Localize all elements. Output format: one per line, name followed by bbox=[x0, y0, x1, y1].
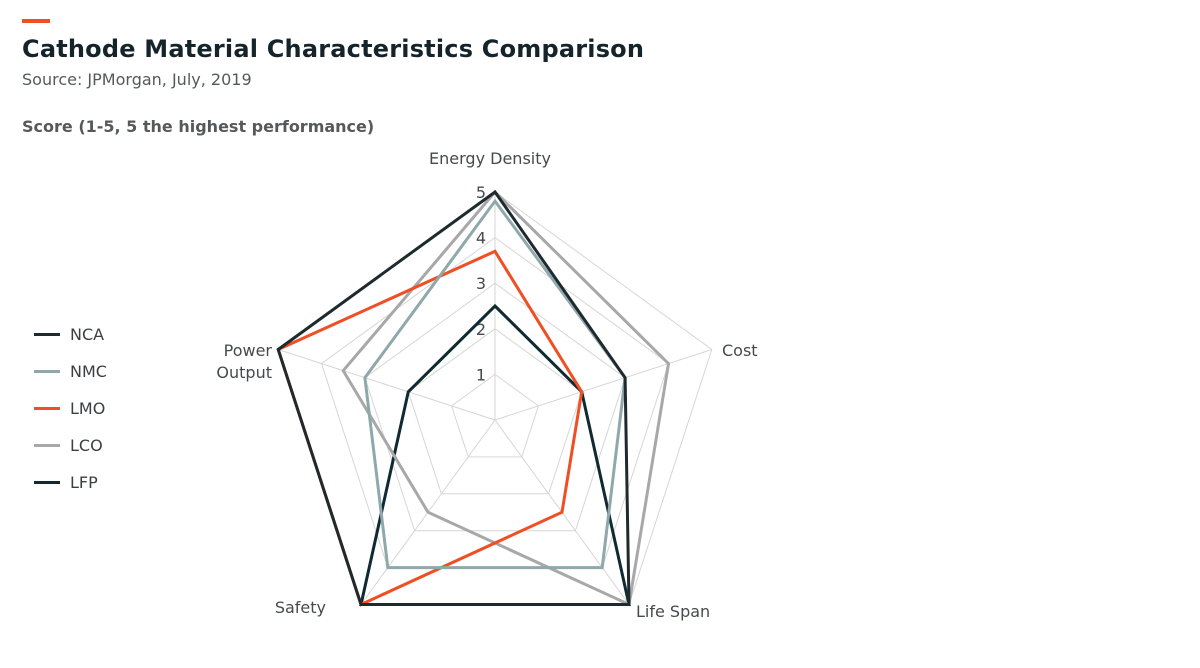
legend-label-lfp: LFP bbox=[70, 473, 98, 492]
series-lco bbox=[341, 189, 671, 607]
legend-swatch-lmo bbox=[34, 407, 60, 410]
spoke-power-output bbox=[278, 349, 496, 421]
axis-label-power-output-1: Power bbox=[224, 341, 273, 360]
legend-label-nca: NCA bbox=[70, 325, 105, 344]
axis-label-power-output-2: Output bbox=[216, 363, 272, 382]
score-label: Score (1-5, 5 the highest performance) bbox=[22, 117, 375, 136]
axis-label-safety: Safety bbox=[275, 598, 326, 617]
legend-item-nca: NCA bbox=[34, 316, 107, 353]
legend-swatch-nca bbox=[34, 333, 60, 336]
chart-subtitle: Source: JPMorgan, July, 2019 bbox=[22, 70, 252, 89]
legend-item-lco: LCO bbox=[34, 427, 107, 464]
tick-label-5: 5 bbox=[476, 183, 486, 202]
legend-swatch-lfp bbox=[34, 481, 60, 484]
axis-label-energy-density: Energy Density bbox=[429, 149, 551, 168]
spoke-cost bbox=[494, 349, 712, 421]
legend-label-nmc: NMC bbox=[70, 362, 107, 381]
axis-label-cost: Cost bbox=[722, 341, 758, 360]
tick-label-3: 3 bbox=[476, 274, 486, 293]
tick-label-1: 1 bbox=[476, 365, 486, 384]
chart-title: Cathode Material Characteristics Compari… bbox=[22, 35, 645, 63]
tick-label-2: 2 bbox=[476, 320, 486, 339]
grid-ring-2 bbox=[407, 328, 583, 495]
legend-item-nmc: NMC bbox=[34, 353, 107, 390]
grid-ring-3 bbox=[364, 282, 626, 532]
tick-label-4: 4 bbox=[476, 229, 486, 248]
axis-label-life-span: Life Span bbox=[636, 602, 710, 621]
legend-item-lfp: LFP bbox=[34, 464, 107, 501]
series-nca bbox=[276, 189, 631, 606]
legend-item-lmo: LMO bbox=[34, 390, 107, 427]
legend-swatch-nmc bbox=[34, 370, 60, 373]
series-lmo bbox=[276, 249, 584, 607]
legend-label-lco: LCO bbox=[70, 436, 103, 455]
grid-ring-1 bbox=[451, 373, 539, 458]
legend-swatch-lco bbox=[34, 444, 60, 447]
accent-bar bbox=[22, 19, 50, 23]
legend-label-lmo: LMO bbox=[70, 399, 106, 418]
legend: NCA NMC LMO LCO LFP bbox=[34, 316, 107, 501]
